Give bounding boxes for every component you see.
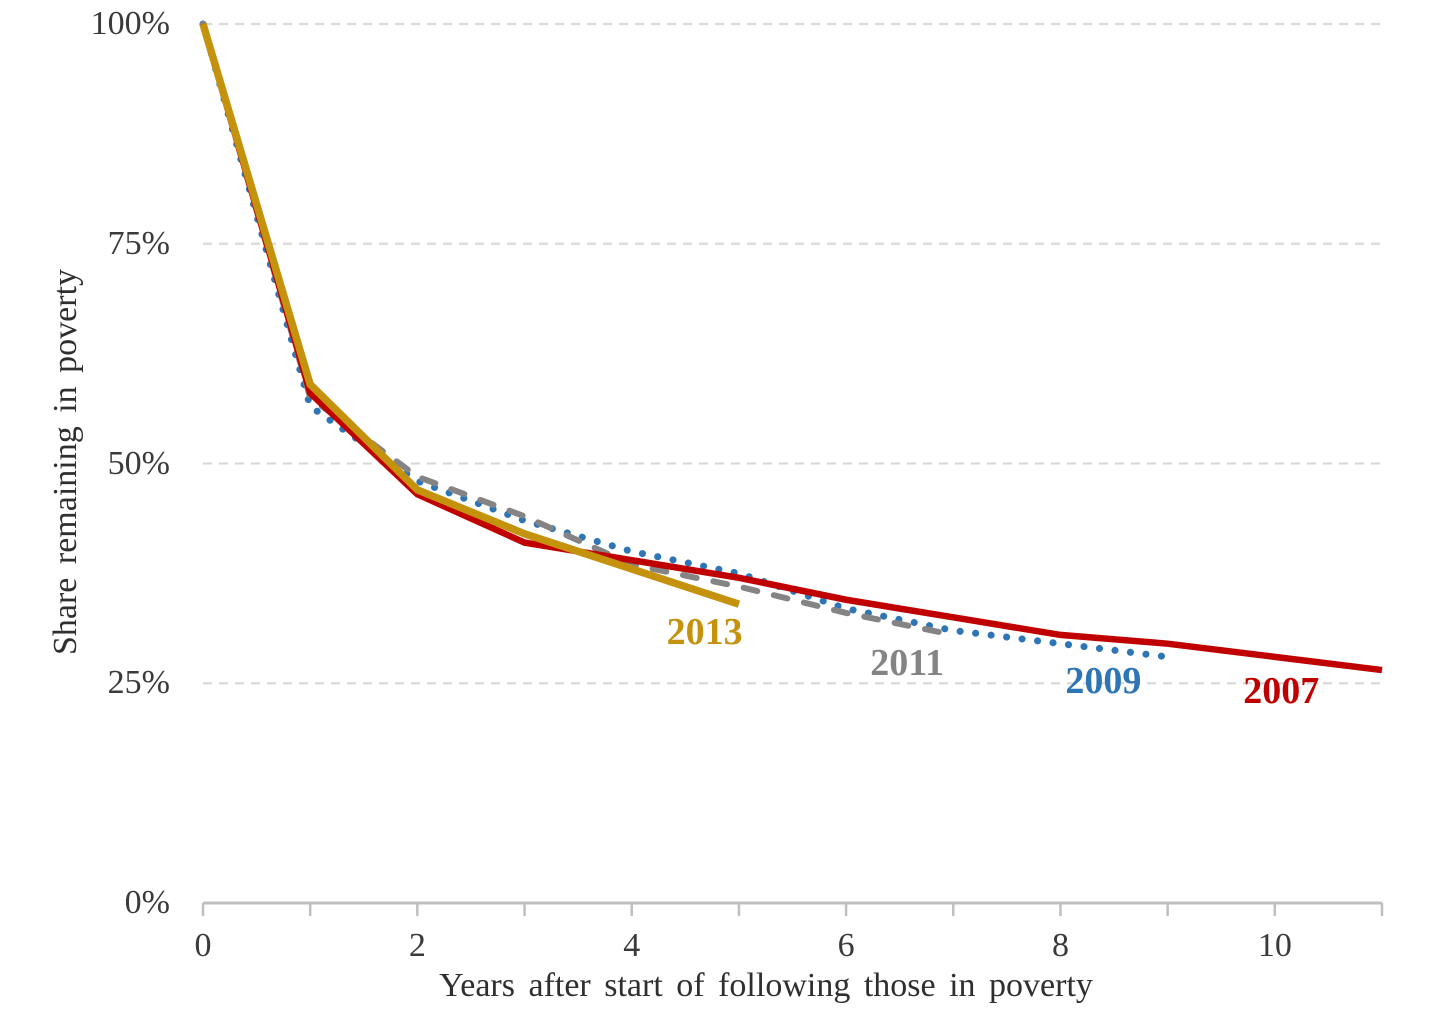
- y-axis-tick-label-100: 100%: [90, 5, 170, 42]
- series-2009-line: [199, 20, 1172, 661]
- series-label-2011: 2011: [870, 642, 945, 685]
- y-axis-tick-label-0: 0%: [124, 884, 170, 921]
- series-label-2013: 2013: [666, 611, 743, 654]
- series-label-2009: 2009: [1065, 660, 1142, 703]
- x-axis-tick-label-6: 6: [837, 927, 855, 964]
- y-axis-tick-label-50: 50%: [107, 444, 170, 482]
- x-axis-tick-label-4: 4: [623, 927, 641, 964]
- x-axis-tick-label-0: 0: [194, 927, 212, 964]
- y-axis-tick-label-25: 25%: [107, 664, 170, 702]
- x-axis-tick-label-10: 10: [1257, 927, 1292, 964]
- series-2011-line: [200, 21, 957, 638]
- x-axis-title: Years after start of following those in …: [439, 967, 1093, 1004]
- x-axis-tick-label-2: 2: [408, 927, 426, 964]
- y-axis-tick-label-75: 75%: [107, 224, 170, 262]
- series-2013-line: [199, 22, 741, 608]
- x-axis-tick-label-8: 8: [1051, 927, 1069, 964]
- series-label-2007: 2007: [1243, 670, 1320, 713]
- series-2007-line: [199, 23, 1383, 674]
